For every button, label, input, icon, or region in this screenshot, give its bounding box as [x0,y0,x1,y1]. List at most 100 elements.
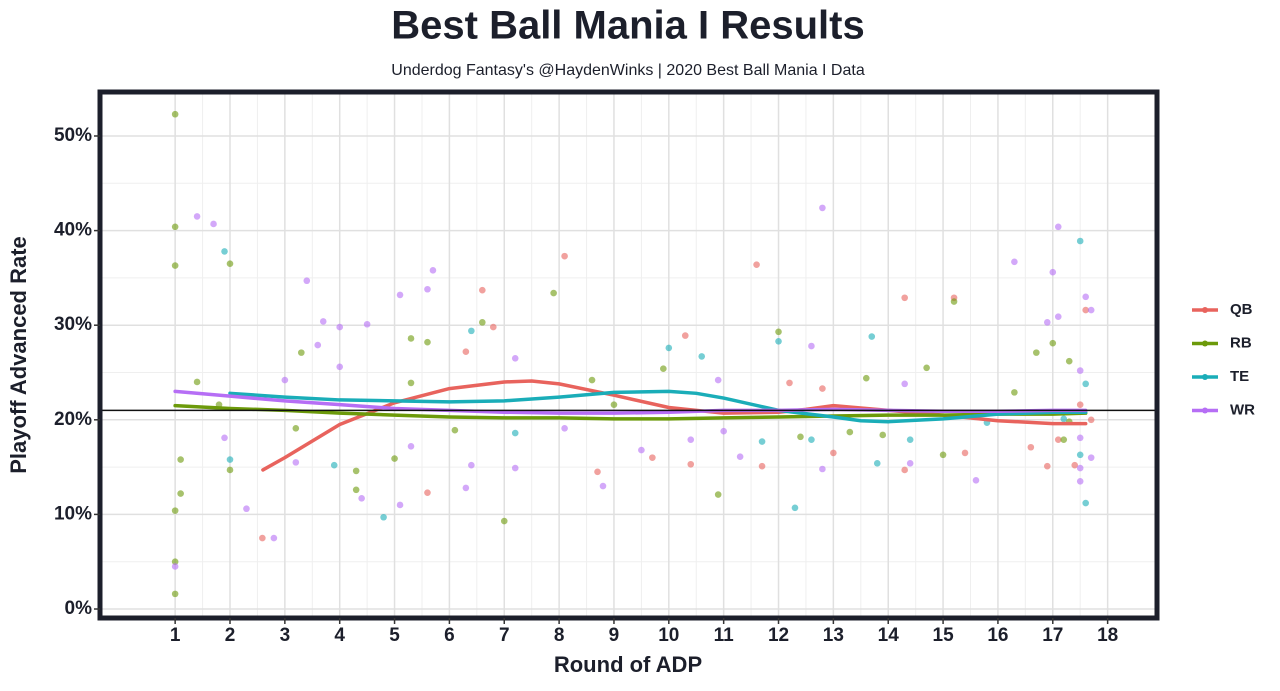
data-point [649,454,656,461]
data-point [550,289,557,297]
data-point [906,436,914,443]
trend-line [173,403,1088,421]
data-point [511,429,519,437]
data-point [226,466,234,474]
data-point [171,262,179,269]
data-point [1049,339,1057,347]
plot-border [97,89,1160,621]
data-point [939,451,947,459]
plot-background [100,92,1157,618]
x-tick-label: 17 [1042,625,1063,646]
chart-title: Best Ball Mania I Results [391,4,864,48]
data-point [961,449,969,457]
data-point [407,335,415,342]
legend-swatch-dot [1202,374,1208,380]
data-point [210,220,217,228]
data-point [193,378,201,386]
data-point [489,323,497,331]
y-tick-label: 0% [65,598,93,619]
data-point [221,248,228,255]
data-point [1076,464,1084,472]
x-tick-label: 5 [389,625,400,646]
data-point [243,505,250,513]
data-point [681,332,689,339]
data-point [429,267,437,274]
data-point [714,491,722,498]
data-point [868,333,876,340]
data-point [171,590,179,598]
data-point [511,464,519,472]
data-point [1082,306,1089,314]
data-point [336,323,344,331]
trend-line [228,389,1088,424]
data-point [901,294,908,302]
chart-subtitle: Underdog Fantasy's @HaydenWinks | 2020 B… [391,62,865,79]
data-point [1065,357,1073,365]
data-point [879,431,887,439]
legend-label: RB [1230,334,1252,351]
data-point [407,442,415,450]
data-point [758,462,766,470]
x-tick-label: 8 [554,625,565,646]
data-point [561,425,568,432]
x-tick-label: 1 [170,625,181,646]
data-point [298,349,305,356]
data-point [687,460,695,468]
data-point [330,461,338,469]
data-point [1076,434,1084,442]
trend-line [173,389,1088,415]
data-point [1054,313,1062,320]
data-point [1076,477,1084,485]
data-point [500,517,508,525]
data-point [561,252,568,260]
data-point [660,365,667,373]
data-point [808,342,815,350]
data-point [177,490,184,497]
legend-label: TE [1230,368,1249,385]
data-point [1011,258,1018,266]
data-point [380,513,387,521]
legend-swatch-dot [1202,407,1208,414]
data-point [1049,268,1057,276]
data-point [830,449,837,457]
data-point [314,341,322,349]
data-point [753,261,760,268]
data-point [193,213,201,220]
data-point [270,534,278,542]
x-tick-label: 9 [609,625,620,646]
data-point [1060,436,1068,443]
data-point [424,285,431,293]
data-point [292,459,300,466]
data-point [1076,401,1084,408]
data-point [468,327,475,335]
data-point [462,484,470,492]
data-point [791,504,799,512]
data-point [1060,415,1068,423]
data-point [1011,389,1018,396]
x-axis-title: Round of ADP [554,652,702,677]
data-point [594,468,601,476]
data-point [923,364,930,372]
data-point [758,438,766,445]
data-point [638,446,645,454]
data-point [819,204,826,212]
data-point [396,291,404,299]
data-point [468,461,475,469]
plot-area [97,89,1160,621]
data-point [1043,462,1051,470]
data-point [1082,499,1089,507]
x-tick-label: 7 [499,625,510,646]
data-point [171,558,179,566]
data-point [303,277,311,285]
data-point [901,466,908,474]
data-point [396,501,404,509]
legend-swatch-dot [1202,307,1208,313]
y-axis-title: Playoff Advanced Rate [6,236,31,474]
x-tick-label: 4 [334,625,345,646]
data-point [846,428,854,436]
x-tick-label: 16 [987,625,1008,646]
data-point [1054,223,1062,231]
data-point [352,467,360,475]
data-point [1033,349,1040,356]
